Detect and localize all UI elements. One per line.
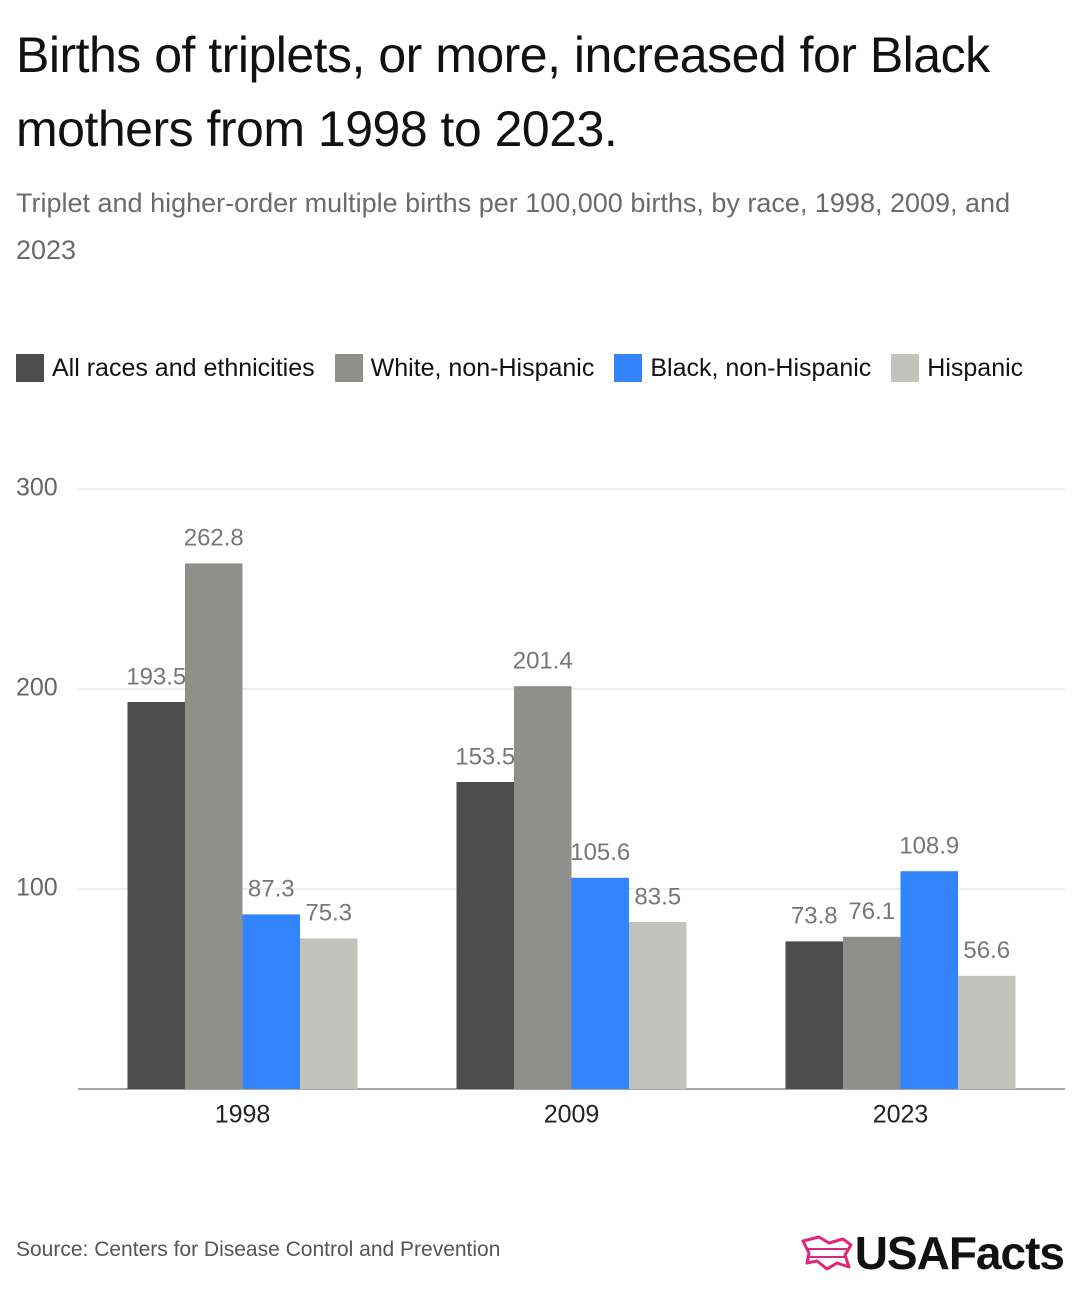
legend-item: All races and ethnicities (16, 352, 315, 384)
logo-text: USAFacts (854, 1227, 1065, 1279)
bar (242, 914, 300, 1089)
x-tick-label: 2009 (544, 1101, 600, 1129)
bar (456, 782, 514, 1089)
data-label: 83.5 (634, 883, 681, 910)
bar (571, 877, 629, 1089)
logo-icon (801, 1235, 853, 1271)
source: Source: Centers for Disease Control and … (16, 1238, 501, 1261)
bar (629, 922, 687, 1089)
legend-swatch (891, 354, 920, 382)
legend-item: White, non-Hispanic (334, 352, 595, 384)
bar (785, 941, 843, 1089)
data-label: 193.5 (126, 663, 186, 690)
legend-swatch (334, 354, 363, 382)
data-label: 73.8 (791, 903, 838, 930)
legend-label: All races and ethnicities (52, 353, 315, 382)
logo: USAFacts (799, 1226, 1065, 1280)
chart-subtitle: Triplet and higher-order multiple births… (16, 188, 1011, 265)
legend-label: Hispanic (927, 353, 1024, 382)
bar (127, 702, 185, 1089)
legend-label: White, non-Hispanic (370, 353, 595, 382)
legend-label: Black, non-Hispanic (650, 353, 872, 382)
data-label: 108.9 (899, 833, 959, 860)
x-tick-label: 2023 (873, 1101, 929, 1129)
bar (514, 686, 572, 1089)
legend-item: Black, non-Hispanic (614, 352, 871, 384)
data-label: 262.8 (184, 525, 244, 552)
data-label: 201.4 (513, 648, 573, 675)
legend-swatch (614, 354, 643, 382)
bar (300, 938, 358, 1089)
bar (185, 563, 243, 1089)
data-label: 75.3 (305, 900, 352, 927)
legend: All races and ethnicities White, non-Hisp… (16, 352, 1066, 384)
y-tick-label: 100 (16, 874, 58, 902)
data-label: 76.1 (848, 898, 895, 925)
bar (958, 975, 1016, 1089)
chart-title: Births of triplets, or more, increased f… (16, 27, 990, 157)
data-label: 56.6 (963, 937, 1010, 964)
bar (843, 936, 901, 1089)
chart: 100 200 300 1998 193.5 262.8 87.3 75.3 2009 153.5… (16, 474, 1065, 1129)
legend-swatch (16, 354, 44, 382)
y-tick-label: 300 (16, 474, 58, 502)
data-label: 87.3 (248, 876, 295, 903)
x-tick-label: 1998 (215, 1101, 271, 1129)
data-label: 153.5 (455, 743, 515, 770)
legend-item: Hispanic (891, 352, 1023, 384)
bar (900, 871, 958, 1089)
data-label: 105.6 (570, 839, 630, 866)
y-tick-label: 200 (16, 674, 58, 702)
